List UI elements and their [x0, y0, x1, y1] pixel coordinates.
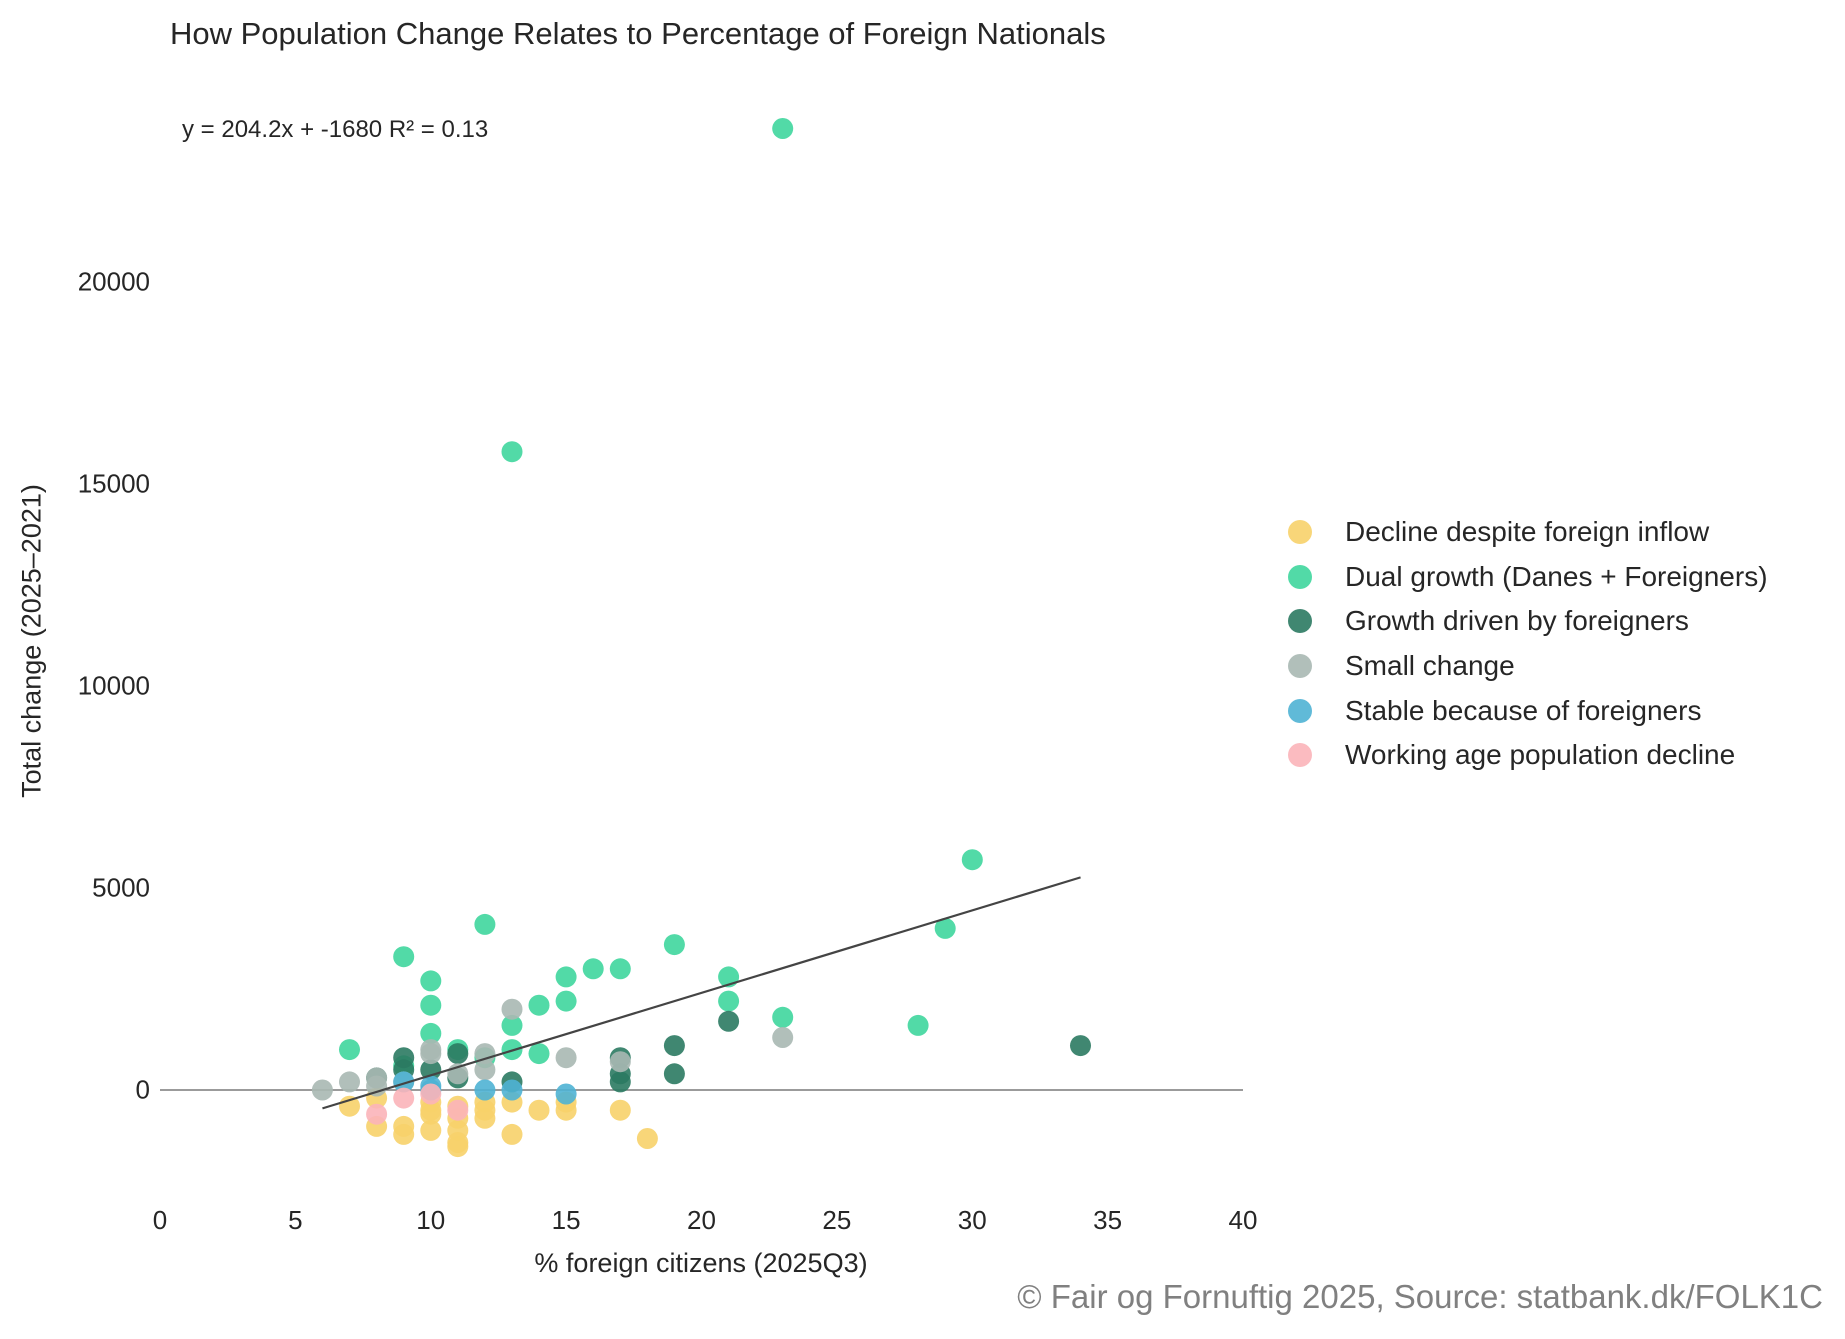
legend-marker [1288, 654, 1312, 679]
data-point [311, 1079, 333, 1101]
data-point [609, 958, 631, 980]
data-point [555, 966, 577, 988]
data-point [636, 1128, 658, 1149]
data-point [582, 958, 604, 980]
data-point [393, 1071, 415, 1093]
legend-item: Small change [1288, 644, 1768, 689]
y-tick-label: 5000 [92, 872, 150, 903]
legend-label: Decline despite foreign inflow [1345, 516, 1710, 548]
legend-label: Working age population decline [1345, 739, 1736, 771]
legend-label: Growth driven by foreigners [1345, 605, 1689, 637]
data-point [528, 1099, 550, 1121]
data-point [501, 998, 523, 1020]
x-tick-label: 10 [416, 1205, 446, 1235]
data-point [474, 913, 496, 935]
data-point [501, 1079, 523, 1101]
data-point [420, 1022, 442, 1044]
data-point [501, 441, 523, 463]
data-point [420, 1119, 442, 1141]
trend-line [322, 876, 1081, 1110]
data-point [718, 990, 740, 1012]
data-point [528, 1043, 550, 1065]
x-tick-label: 0 [152, 1205, 168, 1235]
legend-label: Small change [1345, 650, 1515, 682]
data-point [772, 1027, 794, 1048]
data-point [934, 917, 956, 939]
y-tick-label: 20000 [77, 266, 150, 297]
data-point [474, 1059, 496, 1081]
legend: Decline despite foreign inflow Dual growt… [1288, 510, 1768, 778]
x-tick-label: 15 [551, 1205, 581, 1235]
legend-item: Stable because of foreigners [1288, 688, 1768, 733]
legend-label: Stable because of foreigners [1345, 694, 1702, 726]
legend-marker [1288, 609, 1312, 634]
x-tick-label: 5 [288, 1205, 303, 1235]
x-tick-label: 30 [957, 1205, 987, 1235]
data-point [555, 990, 577, 1012]
data-point [474, 1043, 496, 1065]
legend-marker [1288, 698, 1312, 723]
data-point [663, 1063, 685, 1085]
data-point [393, 1123, 415, 1145]
data-point [772, 118, 794, 139]
chart-title: How Population Change Relates to Percent… [170, 16, 1106, 51]
x-axis-label: % foreign citizens (2025Q3) [534, 1248, 868, 1278]
legend-marker [1288, 743, 1312, 768]
data-point [609, 1051, 631, 1073]
x-tick-label: 20 [687, 1205, 716, 1235]
legend-marker [1288, 564, 1312, 589]
x-tick-label: 40 [1228, 1205, 1258, 1235]
data-point [339, 1039, 360, 1061]
data-point [609, 1099, 631, 1121]
legend-label: Dual growth (Danes + Foreigners) [1345, 560, 1768, 592]
data-point [609, 1071, 631, 1093]
data-point [447, 1099, 469, 1121]
data-point [501, 1123, 523, 1145]
data-point [339, 1071, 360, 1093]
data-point [366, 1103, 388, 1125]
x-tick-label: 35 [1093, 1205, 1123, 1235]
x-tick-label: 25 [822, 1205, 852, 1235]
data-point [447, 1043, 469, 1065]
data-point [474, 1107, 496, 1129]
data-point [420, 1083, 442, 1105]
data-point [420, 994, 442, 1016]
data-point [501, 1014, 523, 1036]
data-point [420, 1059, 442, 1081]
regression-equation: y = 204.2x + -1680 R² = 0.13 [182, 116, 489, 143]
data-point [393, 946, 415, 968]
data-point [555, 1083, 577, 1105]
data-point [663, 1035, 685, 1057]
legend-item: Dual growth (Danes + Foreigners) [1288, 555, 1768, 600]
data-point [420, 1103, 442, 1125]
legend-item: Growth driven by foreigners [1288, 599, 1768, 644]
data-point [393, 1087, 415, 1109]
data-point [555, 1047, 577, 1069]
y-tick-label: 15000 [77, 468, 150, 499]
y-axis-label: Total change (2025–2021) [16, 484, 47, 798]
y-tick-label: 0 [135, 1074, 150, 1105]
data-point [420, 970, 442, 992]
data-point [907, 1014, 929, 1036]
legend-item: Decline despite foreign inflow [1288, 510, 1768, 555]
legend-marker [1288, 520, 1312, 545]
data-point [663, 934, 685, 956]
data-point [447, 1136, 469, 1158]
data-point [718, 1010, 740, 1032]
data-point [772, 1006, 794, 1028]
data-point [961, 849, 983, 871]
y-tick-label: 10000 [77, 670, 150, 701]
data-point [420, 1043, 442, 1065]
source-note: © Fair og Fornuftig 2025, Source: statba… [1017, 1278, 1823, 1315]
data-point [1070, 1035, 1091, 1057]
legend-item: Working age population decline [1288, 733, 1768, 778]
data-point [474, 1079, 496, 1101]
data-point [528, 994, 550, 1016]
data-point [555, 1099, 577, 1121]
